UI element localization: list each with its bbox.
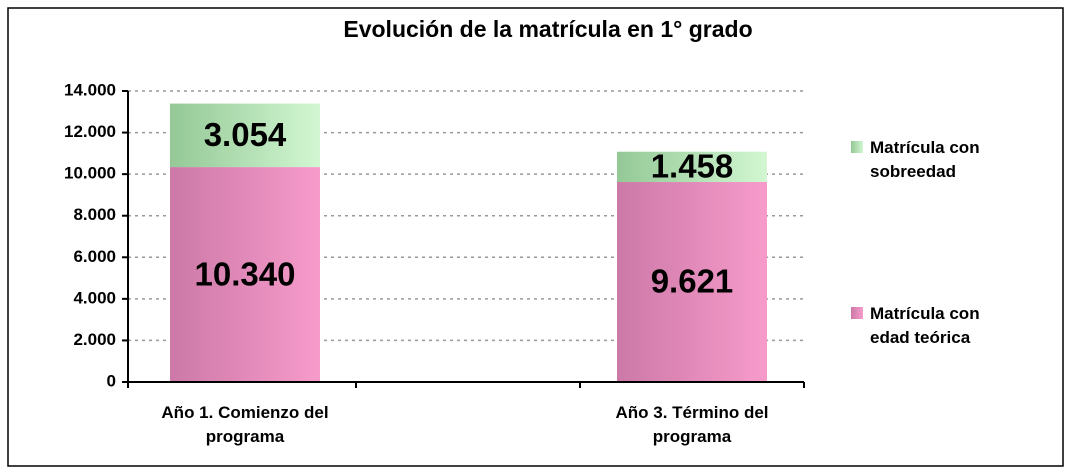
- legend-swatch: [851, 307, 863, 319]
- y-tick-label: 14.000: [64, 80, 116, 99]
- bar-segment: [170, 103, 320, 168]
- value-label: 1.458: [651, 148, 734, 185]
- legend-label: Matrícula con edad teórica: [870, 304, 980, 347]
- x-tick-label: Año 3. Término del programa: [615, 403, 769, 446]
- y-tick-label: 4.000: [73, 288, 116, 307]
- y-tick-label: 6.000: [73, 247, 116, 266]
- bar-segment: [617, 182, 767, 382]
- value-label: 10.340: [195, 255, 296, 292]
- frame: [7, 7, 1064, 467]
- y-tick-label: 8.000: [73, 205, 116, 224]
- y-tick-label: 2.000: [73, 330, 116, 349]
- y-tick-label: 10.000: [64, 164, 116, 183]
- bar-segment: [170, 167, 320, 382]
- value-label: 9.621: [651, 263, 734, 300]
- legend-swatch: [851, 141, 863, 153]
- x-tick-label: Año 1. Comienzo del programa: [161, 403, 329, 446]
- bar-segment: [617, 151, 767, 183]
- y-tick-label: 12.000: [64, 122, 116, 141]
- y-tick-label: 0: [107, 371, 116, 390]
- value-label: 3.054: [204, 116, 287, 153]
- legend-label: Matrícula con sobreedad: [870, 138, 980, 181]
- chart-title: Evolución de la matrícula en 1° grado: [343, 16, 752, 42]
